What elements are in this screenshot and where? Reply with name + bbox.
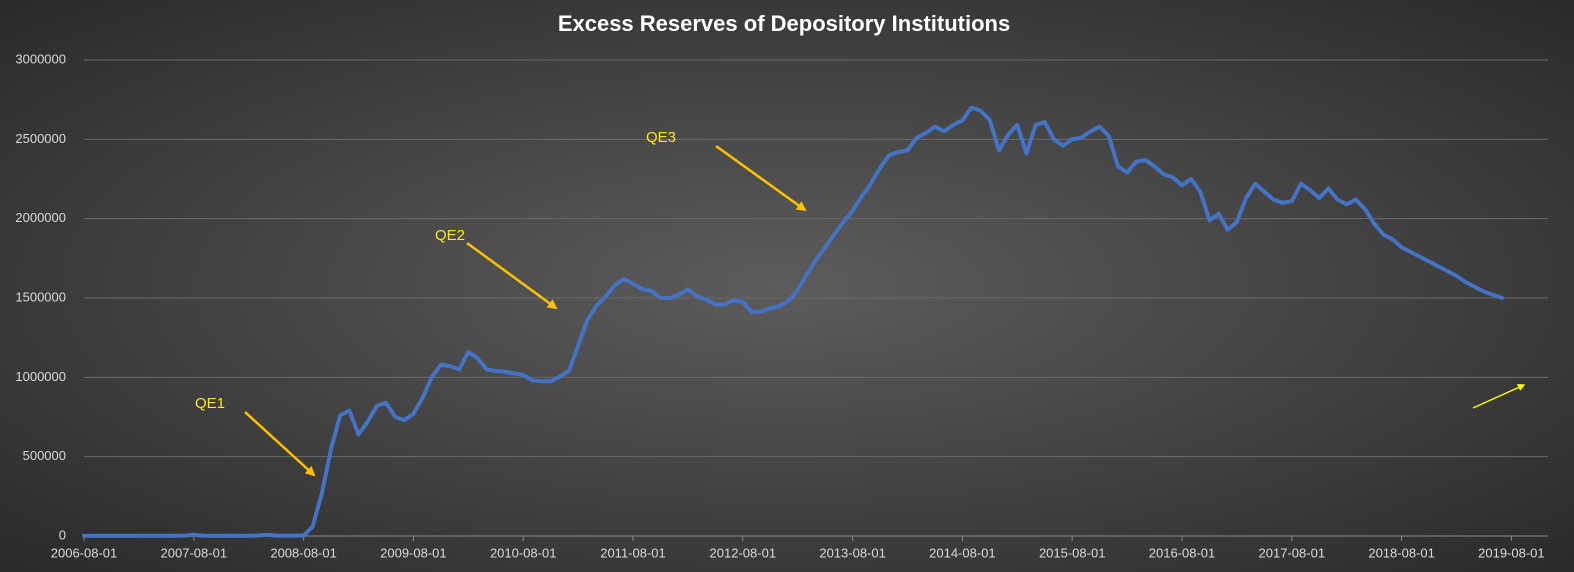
y-tick-label: 1500000 <box>15 289 66 304</box>
x-tick-label: 2017-08-01 <box>1259 545 1326 560</box>
y-tick-label: 2000000 <box>15 210 66 225</box>
chart-title: Excess Reserves of Depository Institutio… <box>558 11 1010 36</box>
y-tick-label: 1000000 <box>15 369 66 384</box>
y-tick-label: 500000 <box>23 448 66 463</box>
x-tick-label: 2013-08-01 <box>819 545 886 560</box>
x-tick-label: 2007-08-01 <box>161 545 228 560</box>
x-tick-label: 2010-08-01 <box>490 545 557 560</box>
x-tick-label: 2012-08-01 <box>710 545 777 560</box>
x-tick-label: 2019-08-01 <box>1478 545 1545 560</box>
x-tick-label: 2009-08-01 <box>380 545 447 560</box>
arrow <box>1472 384 1526 409</box>
x-tick-label: 2011-08-01 <box>600 545 666 560</box>
x-tick-label: 2016-08-01 <box>1149 545 1216 560</box>
arrow <box>466 241 558 310</box>
line <box>82 105 1505 538</box>
x-tick-label: 2015-08-01 <box>1039 545 1106 560</box>
arrow <box>715 144 807 212</box>
y-tick-label: 3000000 <box>15 51 66 66</box>
x-tick-label: 2018-08-01 <box>1368 545 1435 560</box>
x-tick-label: 2006-08-01 <box>51 545 118 560</box>
y-tick-label: 0 <box>59 527 66 542</box>
annotation: QE3 <box>646 129 676 146</box>
x-tick-label: 2008-08-01 <box>270 545 337 560</box>
x-tick-label: 2014-08-01 <box>929 545 996 560</box>
arrow <box>244 411 316 477</box>
y-tick-label: 2500000 <box>15 131 66 146</box>
annotation: QE2 <box>435 227 465 244</box>
annotation: QE1 <box>195 395 225 412</box>
